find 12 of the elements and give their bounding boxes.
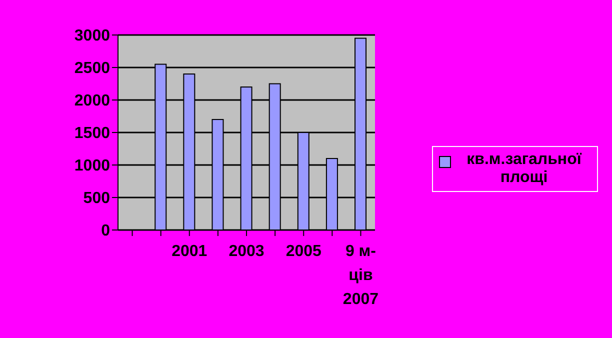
x-tick-label: 2005 <box>286 243 322 260</box>
legend-label: кв.м.загальної площі <box>466 151 583 187</box>
y-tick-label: 2000 <box>74 92 110 110</box>
y-tick-label: 2500 <box>74 60 110 78</box>
y-tick-label: 0 <box>101 222 110 240</box>
x-tick-label: 9 м-ців 2007 <box>342 243 379 308</box>
y-tick-label: 1500 <box>74 125 110 142</box>
x-tick-label: 2001 <box>172 243 208 260</box>
y-tick-label: 1000 <box>74 158 110 175</box>
y-tick-label: 500 <box>83 190 110 208</box>
y-tick-label: 3000 <box>74 28 110 45</box>
x-tick-label: 2003 <box>228 243 264 260</box>
